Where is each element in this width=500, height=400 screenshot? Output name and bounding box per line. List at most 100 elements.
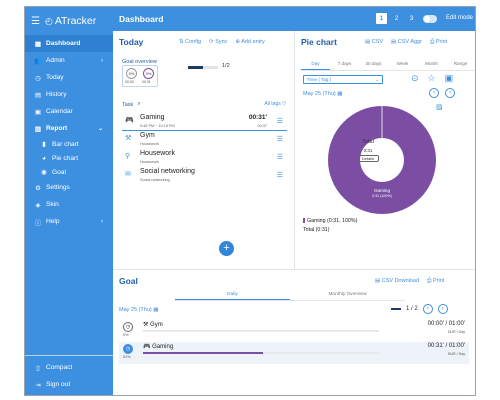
pie-date[interactable]: May 25 (Thu) ▦ bbox=[303, 91, 343, 97]
app-window: ☰ ◴ ATracker ▦ Dashboard 👥 Admin › ◷ Today ▤… bbox=[24, 6, 476, 396]
sidebar-item-calendar[interactable]: ▣ Calendar bbox=[34, 108, 73, 116]
page-2-button[interactable]: 2 bbox=[394, 15, 399, 22]
tab-30-days[interactable]: 30 days bbox=[365, 61, 382, 66]
drag-handle-icon[interactable]: ☰ bbox=[276, 172, 283, 179]
goal-next-button[interactable]: › bbox=[437, 304, 448, 314]
print-button[interactable]: ⎙ Print bbox=[429, 39, 448, 45]
goal-overview-progress bbox=[188, 66, 218, 69]
add-entry-button[interactable]: ⊕ Add entry bbox=[235, 39, 265, 45]
sidebar-item-settings[interactable]: ⚙ Settings bbox=[25, 179, 113, 196]
save-icon[interactable]: ▣ bbox=[444, 73, 454, 83]
top-bar: Dashboard 1 2 3 Edit mode bbox=[113, 7, 475, 31]
sidebar-item-history[interactable]: ▤ History bbox=[34, 91, 67, 99]
tab-monthly-overview[interactable]: Monthly Overview bbox=[328, 292, 367, 297]
pie-chart-svg: Gaming 0:31 (100%) bbox=[328, 106, 436, 214]
csv-aggr-button[interactable]: ▤ CSV Aggr bbox=[391, 39, 422, 45]
csv-icon: ▤ bbox=[365, 39, 372, 45]
goal-date[interactable]: May 25 (Thu) ▦ bbox=[119, 307, 159, 313]
report-icon: ▥ bbox=[34, 125, 42, 133]
donut-total-value: 0:31 bbox=[363, 148, 373, 153]
chat-icon: ✉ bbox=[125, 171, 131, 178]
calendar-icon: ▦ bbox=[153, 307, 159, 313]
prev-day-button[interactable]: ‹ bbox=[429, 88, 439, 98]
task-row-gym[interactable]: ⚒ Gym Housework ☰ bbox=[122, 131, 287, 149]
goal-page-count: 1 / 2 bbox=[406, 306, 418, 312]
sidebar-item-goal[interactable]: ◉ Goal bbox=[25, 165, 113, 179]
csv-button[interactable]: ▤ CSV bbox=[365, 39, 384, 45]
sidebar-item-dashboard[interactable]: ▦ Dashboard bbox=[25, 35, 113, 52]
goal-value: 00:00' / 01:00' bbox=[427, 321, 465, 327]
sidebar-item-skin[interactable]: ◈ Skin bbox=[25, 196, 113, 213]
calendar-icon: ▣ bbox=[34, 108, 42, 116]
task-row-housework[interactable]: ⚲ Housework Housework ☰ bbox=[122, 149, 287, 167]
palette-icon: ◈ bbox=[35, 201, 41, 209]
sidebar-item-today[interactable]: ◷ Today bbox=[25, 69, 113, 86]
task-row-gaming[interactable]: 🎮 Gaming 9:45 PM ~ 10:15 PM 00:31' 00:37… bbox=[122, 113, 287, 131]
sidebar-item-bar-chart[interactable]: ▮ Bar chart bbox=[25, 137, 113, 151]
tab-day[interactable]: Day bbox=[301, 61, 330, 70]
task-name: Gym bbox=[140, 132, 155, 139]
edit-mode-toggle[interactable] bbox=[423, 15, 437, 23]
star-icon[interactable]: ☆ bbox=[427, 73, 436, 83]
tab-daily[interactable]: Daily bbox=[175, 292, 290, 300]
sign-out-button[interactable]: ⇥ Sign out bbox=[25, 376, 113, 393]
tab-month[interactable]: Month bbox=[425, 61, 438, 66]
goal-row-gaming[interactable]: ◷ 51% 🎮 Gaming 00:31' / 01:00' DUR / Day bbox=[119, 342, 469, 364]
goal-overview-label: Goal overview bbox=[122, 59, 157, 65]
broom-icon: ⚲ bbox=[125, 153, 131, 160]
task-row-social-networking[interactable]: ✉ Social networking Social networking ☰ bbox=[122, 167, 287, 185]
goal-print-button[interactable]: ⎙ Print bbox=[427, 278, 445, 284]
goal-name: 🎮 Gaming bbox=[143, 344, 174, 350]
sync-button[interactable]: ⟳ Sync bbox=[209, 39, 228, 45]
export-image-icon[interactable]: ▨ bbox=[436, 104, 443, 111]
today-title: Today bbox=[119, 37, 144, 47]
goal-progress-fill bbox=[143, 352, 264, 354]
zoom-icon[interactable]: ⊙ bbox=[411, 73, 419, 83]
donut-center: Total 0:31 Details bbox=[345, 139, 391, 162]
phone-icon: ▯ bbox=[36, 364, 40, 372]
goal-percent: 51% bbox=[123, 355, 131, 359]
task-time-range: 9:45 PM ~ 10:15 PM bbox=[140, 124, 175, 128]
tab-7-days[interactable]: 7 days bbox=[337, 61, 352, 66]
clock-icon: ◷ bbox=[123, 322, 133, 332]
page-1-button[interactable]: 1 bbox=[376, 13, 387, 24]
next-day-button[interactable]: › bbox=[445, 88, 455, 98]
dashboard-icon: ▦ bbox=[34, 40, 42, 48]
app-name: ATracker bbox=[54, 15, 97, 27]
csv-icon: ▤ bbox=[391, 39, 398, 45]
task-duration: 00:31' bbox=[248, 114, 267, 121]
drag-handle-icon[interactable]: ☰ bbox=[276, 136, 283, 143]
add-task-fab[interactable]: + bbox=[219, 241, 234, 256]
task-header: Task ⌕ bbox=[122, 101, 140, 108]
sidebar-item-admin[interactable]: 👥 Admin › bbox=[33, 57, 103, 65]
sidebar-item-help[interactable]: ⓘ Help › bbox=[34, 218, 103, 227]
goal-row-gym[interactable]: ◷ 0% ⚒ Gym 00:00' / 01:00' DUR / Day bbox=[119, 320, 469, 342]
goal-actions: ▤ CSV Download ⎙ Print bbox=[375, 278, 444, 285]
drag-handle-icon[interactable]: ☰ bbox=[276, 154, 283, 161]
today-actions: ⇅ Config ⟳ Sync ⊕ Add entry bbox=[179, 39, 265, 45]
search-icon[interactable]: ⌕ bbox=[137, 101, 141, 107]
task-tag: Housework bbox=[140, 142, 159, 146]
goal-overview-box[interactable]: 0% 0% 00:00 00:31 bbox=[122, 65, 158, 87]
hamburger-menu-icon[interactable]: ☰ bbox=[31, 15, 40, 27]
tab-week[interactable]: Week bbox=[396, 61, 409, 66]
drag-handle-icon[interactable]: ☰ bbox=[276, 118, 283, 125]
config-button[interactable]: ⇅ Config bbox=[179, 39, 202, 45]
page-3-button[interactable]: 3 bbox=[409, 15, 414, 22]
pie-chart-panel: Pie chart ▤ CSV ▤ CSV Aggr ⎙ Print Day 7… bbox=[295, 31, 475, 269]
goal-tabs: Daily Monthly Overview bbox=[175, 292, 405, 301]
sidebar-item-pie-chart[interactable]: ◕ Pie chart bbox=[25, 151, 113, 165]
pie-mode-select[interactable]: Time ( Tag ) ⌄ bbox=[303, 75, 383, 84]
goal-prev-button[interactable]: ‹ bbox=[422, 304, 433, 314]
csv-icon: ▤ bbox=[375, 278, 382, 284]
task-tag: Social networking bbox=[140, 178, 170, 182]
toggle-knob bbox=[424, 16, 430, 22]
tab-range[interactable]: Range bbox=[453, 61, 468, 66]
details-button[interactable]: Details bbox=[357, 155, 379, 162]
all-tags-filter[interactable]: All tags ▽ bbox=[264, 101, 286, 107]
chevron-down-icon: ⌄ bbox=[375, 77, 379, 82]
compact-button[interactable]: ▯ Compact bbox=[25, 359, 113, 376]
sidebar-item-report[interactable]: ▥ Report ⌄ bbox=[34, 125, 103, 133]
csv-download-button[interactable]: ▤ CSV Download bbox=[375, 278, 420, 284]
pie-legend: Gaming (0:31, 100%) Total (0:31) bbox=[303, 218, 357, 233]
